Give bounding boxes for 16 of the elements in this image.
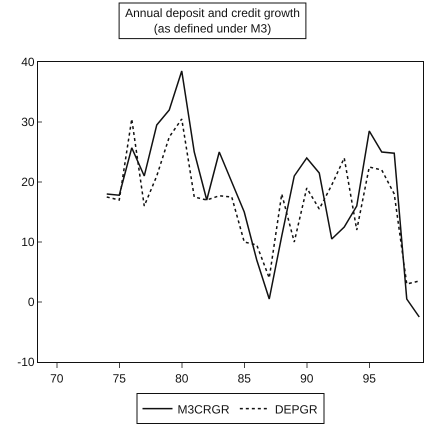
x-tick-label: 95 [362, 371, 376, 386]
y-tick-label: 0 [28, 295, 35, 310]
x-tick-label: 70 [50, 371, 64, 386]
y-tick-label: 10 [21, 235, 35, 250]
chart-title: Annual deposit and credit growth (as defined under M3) [125, 6, 300, 36]
line-series [106, 70, 420, 318]
x-tick-label: 80 [175, 371, 189, 386]
y-tick-label: 30 [21, 115, 35, 130]
legend-label: DEPGR [274, 402, 318, 416]
x-tick-label: 90 [300, 371, 314, 386]
x-tick-label: 85 [238, 371, 252, 386]
x-tick-label: 75 [112, 371, 126, 386]
legend-label: M3CRGR [178, 402, 230, 416]
y-tick-label: 40 [21, 55, 35, 70]
y-tick-label: -10 [17, 355, 35, 370]
y-tick-label: 20 [21, 175, 35, 190]
